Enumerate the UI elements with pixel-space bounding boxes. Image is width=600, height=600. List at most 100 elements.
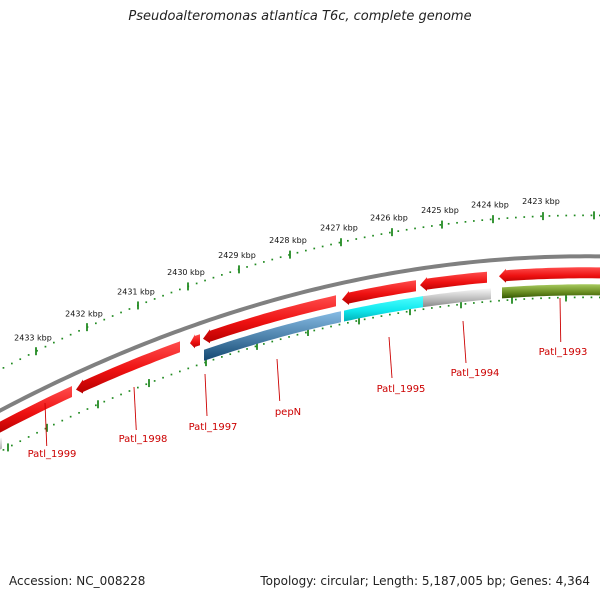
ruler-dot [162, 294, 164, 297]
ruler-dot [422, 226, 425, 229]
accession-text: Accession: NC_008228 [9, 574, 146, 588]
ruler-dot [69, 333, 72, 336]
ruler-dot [11, 362, 13, 365]
gene-arrow-body [420, 271, 487, 292]
ruler-dot [498, 299, 500, 302]
ruler-dot [557, 296, 559, 299]
kbp-label-2425: 2425 kbp [421, 206, 459, 215]
ruler-dot [481, 219, 484, 222]
ruler-dot [195, 364, 198, 367]
kbp-label-2426: 2426 kbp [370, 214, 408, 223]
ruler-dot [363, 236, 366, 239]
ruler-dot [464, 221, 467, 223]
ruler-dot [372, 234, 374, 237]
ruler-dot [338, 241, 341, 244]
leader-line [204, 373, 208, 417]
ruler-dot [279, 256, 282, 259]
ruler-dot [120, 311, 122, 314]
gene-label-patl_1999: Patl_1999 [28, 402, 76, 460]
ruler-dot [389, 313, 391, 316]
ruler-dot [414, 309, 416, 312]
gene-arrow-body [422, 288, 491, 308]
ruler-dot [330, 243, 332, 246]
ruler-dot [397, 230, 400, 233]
kbp-label-2433: 2433 kbp [14, 334, 52, 343]
ruler-dot [128, 390, 131, 392]
kbp-label-2431: 2431 kbp [117, 287, 155, 296]
ruler-dot [439, 224, 442, 226]
ruler-dot [78, 329, 80, 332]
ruler-dot [263, 261, 265, 263]
ruler-dot [36, 431, 38, 434]
ruler-dot [355, 238, 358, 240]
ruler-dot [162, 376, 164, 379]
ruler-dot [254, 263, 257, 266]
gene-arrow [190, 334, 200, 349]
gene-arrow-body [204, 311, 341, 361]
gene-arrow-body [499, 267, 600, 283]
kbp-label-2427: 2427 kbp [320, 224, 358, 233]
kbp-label-2423: 2423 kbp [522, 197, 560, 206]
gene-arrow [0, 386, 72, 433]
genome-backbone [0, 254, 600, 413]
gene-label-text: Patl_1997 [189, 422, 238, 433]
map-title: Pseudoalteromonas atlantica T6c, complet… [128, 9, 472, 24]
ruler-dot [95, 322, 97, 325]
ruler-dot [221, 356, 223, 358]
ruler-dot [498, 217, 500, 220]
gene-arrow [76, 341, 180, 394]
gene-label-text: Patl_1995 [377, 384, 426, 395]
ruler-dot [473, 302, 475, 304]
gene-label-patl_1997: Patl_1997 [189, 373, 238, 433]
gene-label-text: Patl_1998 [119, 434, 168, 445]
gene-arrow-body [203, 295, 336, 344]
ruler-dot [431, 307, 433, 309]
ruler-dot [19, 358, 22, 361]
ruler-dot [229, 353, 232, 356]
ruler-dot [582, 214, 584, 217]
ruler-dot [431, 225, 433, 227]
ruler-dot [347, 239, 349, 242]
ruler-dot [2, 449, 5, 451]
ruler-dot [590, 296, 593, 299]
ruler-dot [321, 245, 324, 248]
ruler-dot [78, 411, 80, 414]
ruler-dot [506, 217, 509, 219]
ruler-dot [246, 348, 248, 350]
ruler-dot [271, 340, 274, 343]
ruler-dot [145, 301, 148, 304]
ruler-dot [27, 354, 30, 356]
ruler-dot [279, 338, 282, 341]
ruler-dot [523, 216, 526, 218]
inner-ruler [2, 293, 600, 452]
ruler-dot [179, 370, 181, 373]
ruler-dot [229, 271, 232, 274]
ruler-dot [187, 367, 190, 370]
ruler-dot [170, 373, 173, 376]
ruler-dot [565, 214, 568, 217]
ruler-dot [515, 298, 517, 301]
ruler-dot [540, 297, 542, 300]
ruler-dot [489, 300, 492, 303]
kbp-label-2424: 2424 kbp [471, 200, 509, 209]
ruler-dot [515, 216, 517, 219]
ruler-dot [11, 444, 13, 447]
ruler-dot [2, 367, 5, 369]
ruler-dot [414, 227, 416, 230]
ruler-dot [347, 321, 349, 324]
ruler-dot [456, 303, 458, 306]
ruler-dot [27, 436, 30, 438]
ruler-dot [540, 215, 542, 218]
ruler-dot [288, 254, 290, 256]
ruler-dot [137, 386, 139, 389]
leader-line [44, 402, 48, 447]
gene-arrow-body [342, 280, 416, 305]
leader-line [133, 386, 137, 431]
ruler-dot [103, 318, 106, 321]
ruler-dot [86, 408, 89, 410]
ruler-dot [439, 306, 442, 308]
ruler-dot [111, 397, 114, 399]
gene-label-text: Patl_1993 [539, 347, 588, 358]
